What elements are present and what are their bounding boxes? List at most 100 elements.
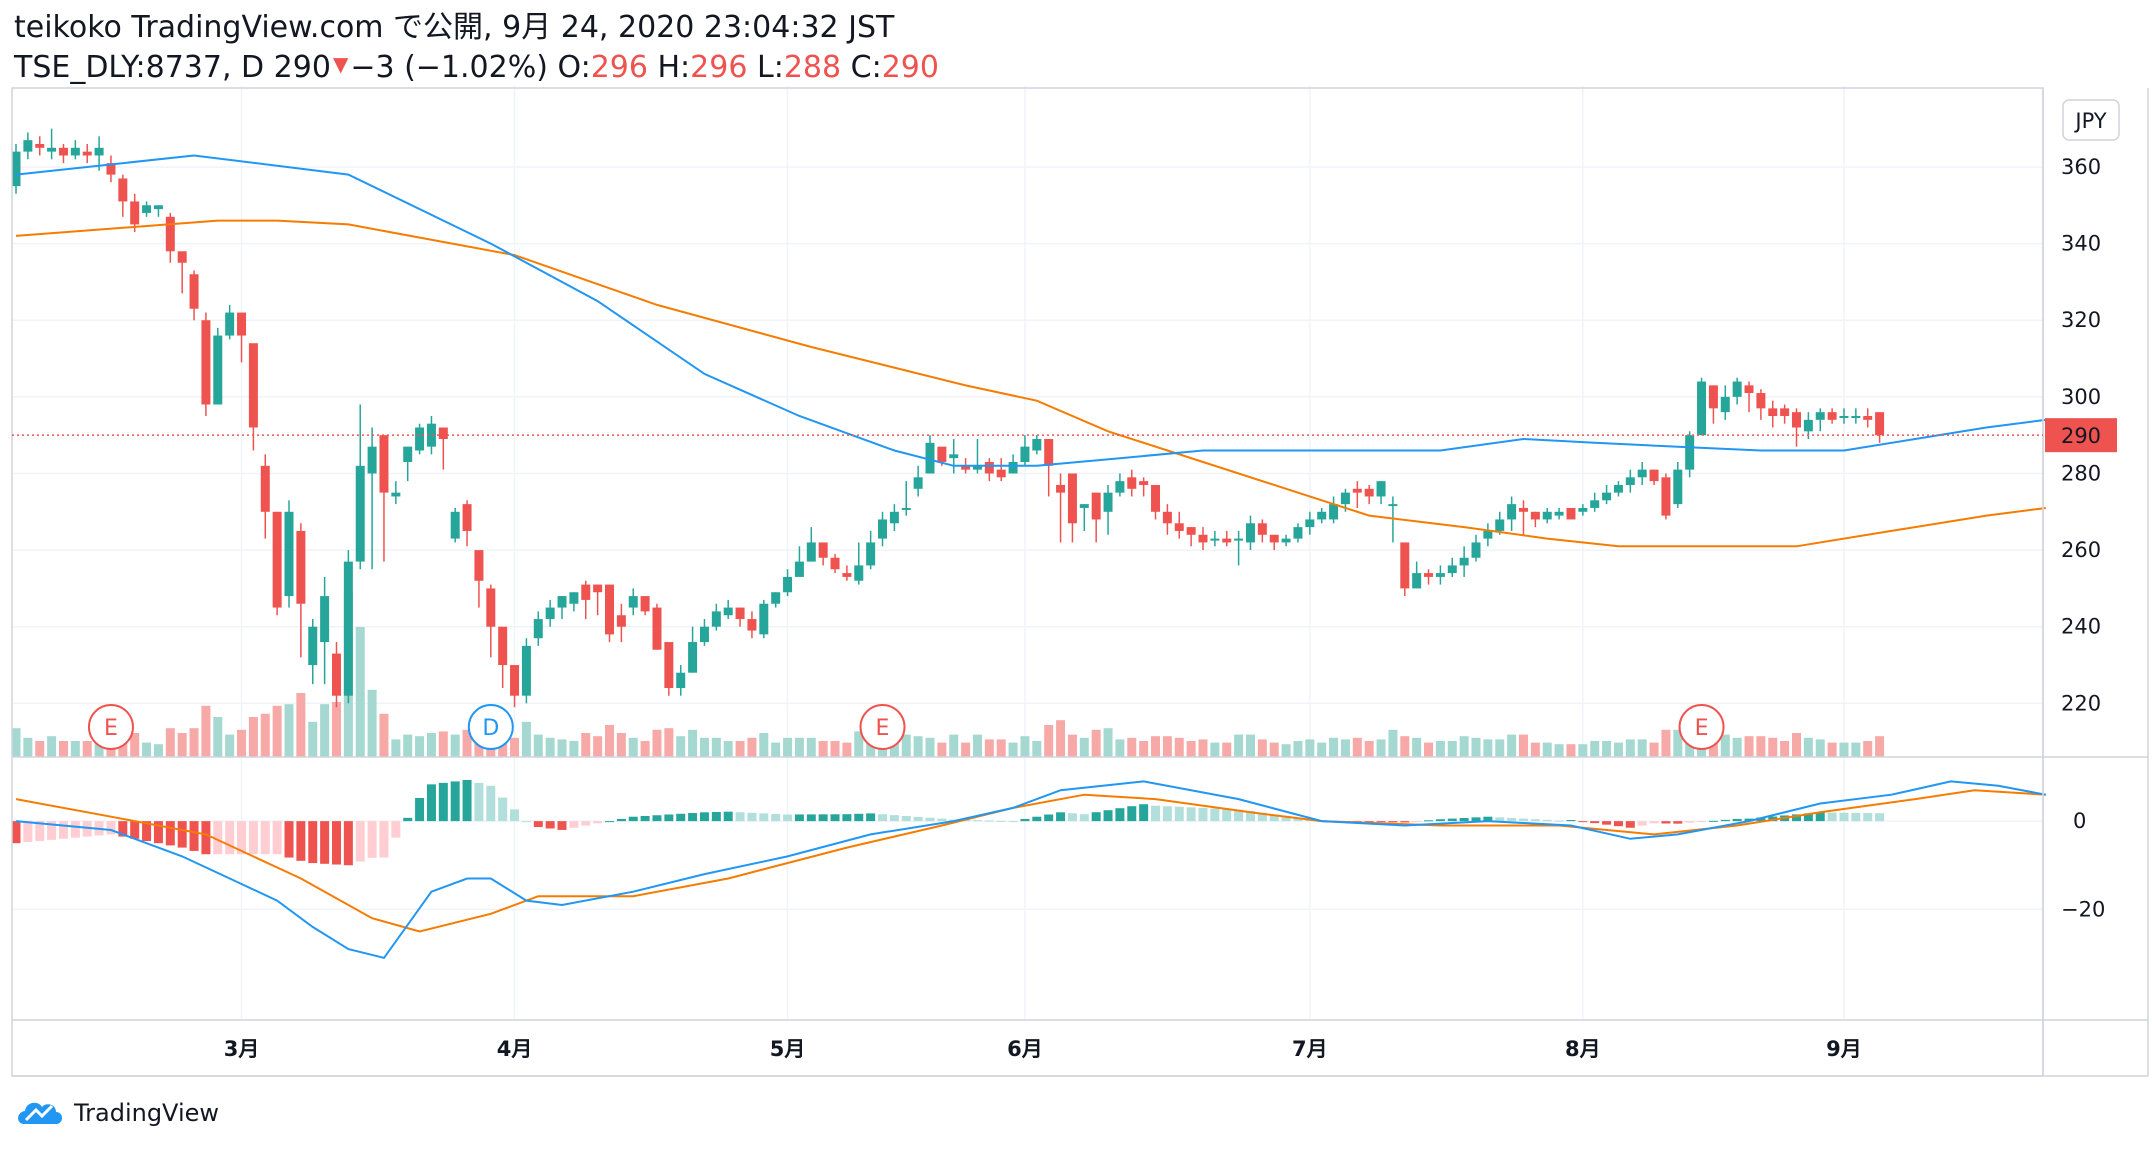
candle xyxy=(1210,530,1220,547)
volume-bar xyxy=(130,733,140,757)
candle-body xyxy=(1697,381,1707,436)
macd-histogram-bar xyxy=(438,782,448,822)
candle xyxy=(35,136,45,156)
candle-body xyxy=(1115,481,1125,493)
volume-bar xyxy=(771,742,781,757)
volume-bar xyxy=(1234,734,1244,757)
macd-histogram-bar xyxy=(1127,806,1137,822)
macd-histogram-bar xyxy=(711,811,721,822)
candle xyxy=(1613,481,1623,497)
candle xyxy=(949,438,959,474)
macd-histogram-bar xyxy=(1803,813,1813,822)
macd-histogram-bar xyxy=(177,821,187,848)
candle-body xyxy=(783,576,793,593)
candle xyxy=(1756,389,1766,420)
candle xyxy=(628,588,638,616)
volume-bar xyxy=(1495,739,1505,757)
candle-body xyxy=(1210,538,1220,541)
candle-body xyxy=(711,611,721,627)
candle xyxy=(1151,484,1161,520)
candle-body xyxy=(343,561,353,696)
macd-histogram-bar xyxy=(1174,806,1184,822)
macd-histogram-bar xyxy=(854,813,864,822)
macd-histogram-bar xyxy=(818,814,828,822)
candle-body xyxy=(640,596,650,612)
candle xyxy=(272,511,282,616)
macd-histogram-bar xyxy=(213,821,223,855)
candle xyxy=(355,404,365,570)
candle xyxy=(1305,511,1315,535)
macd-histogram-bar xyxy=(1507,817,1517,822)
macd-histogram-bar xyxy=(913,816,923,822)
volume-bar xyxy=(1044,725,1054,757)
publish-text: teikoko TradingView.com で公開, 9月 24, 2020… xyxy=(14,10,895,45)
candle xyxy=(1008,454,1018,474)
close-label: C: xyxy=(850,50,882,85)
tradingview-logo[interactable]: TradingView xyxy=(14,1096,219,1130)
currency-button-label[interactable]: JPY xyxy=(2073,109,2106,133)
candle xyxy=(1863,408,1873,428)
volume-bar xyxy=(284,704,294,757)
macd-histogram-bar xyxy=(1091,812,1101,822)
volume-bar xyxy=(1768,737,1778,757)
macd-histogram-bar xyxy=(426,784,436,822)
macd-histogram-bar xyxy=(1863,813,1873,822)
candle xyxy=(1352,481,1362,508)
price-tick-label: 300 xyxy=(2061,385,2101,409)
candle-body xyxy=(1590,500,1600,508)
close-ohlc-value: 290 xyxy=(881,50,939,85)
candle-body xyxy=(1162,511,1172,524)
macd-histogram-bar xyxy=(320,821,330,864)
candle-body xyxy=(878,519,888,539)
candle-body xyxy=(688,642,698,673)
volume-bar xyxy=(331,702,341,757)
currency-button[interactable]: JPY xyxy=(2062,99,2120,141)
candle xyxy=(1827,408,1837,424)
volume-bar xyxy=(1637,739,1647,757)
macd-histogram-bar xyxy=(1400,821,1410,823)
macd-histogram-bar xyxy=(1839,812,1849,822)
month-tick-label: 5月 xyxy=(770,1037,806,1061)
volume-bar xyxy=(308,721,318,757)
volume-bar xyxy=(759,733,769,757)
volume-bar xyxy=(842,742,852,757)
candle xyxy=(177,251,187,294)
grid-lines xyxy=(12,86,2043,1020)
candle-body xyxy=(58,147,68,156)
volume-bar xyxy=(355,627,365,757)
candle xyxy=(842,565,852,581)
macd-histogram-bar xyxy=(723,811,733,822)
candle-body xyxy=(296,530,306,604)
volume-bar xyxy=(1839,742,1849,757)
macd-histogram-bar xyxy=(759,813,769,822)
macd-histogram-bar xyxy=(830,814,840,822)
candle-body xyxy=(94,147,104,156)
candle-body xyxy=(581,584,591,600)
candle xyxy=(498,626,508,689)
volume-bar xyxy=(1056,720,1066,757)
candle-body xyxy=(937,446,947,462)
candle-body xyxy=(1566,507,1576,520)
candle xyxy=(1792,408,1801,447)
candle xyxy=(11,143,21,194)
candle-body xyxy=(1067,473,1077,524)
volume-bar xyxy=(1008,742,1018,757)
macd-histogram-bar xyxy=(545,821,555,829)
candle xyxy=(308,619,318,685)
macd-histogram-bar xyxy=(1768,816,1778,822)
event-label: E xyxy=(1695,716,1709,741)
volume-bar xyxy=(901,734,911,757)
macd-line xyxy=(15,780,2046,960)
candle-body xyxy=(593,584,603,593)
macd-histogram-bar xyxy=(771,813,781,822)
candle xyxy=(486,584,496,658)
macd-histogram-bar xyxy=(498,797,508,822)
candle-body xyxy=(1602,492,1612,501)
candle xyxy=(296,523,306,658)
candle xyxy=(878,511,888,547)
volume-bar xyxy=(1673,729,1683,757)
volume-bar xyxy=(1732,737,1742,757)
macd-histogram-bar xyxy=(1613,821,1623,827)
candle xyxy=(82,143,92,164)
